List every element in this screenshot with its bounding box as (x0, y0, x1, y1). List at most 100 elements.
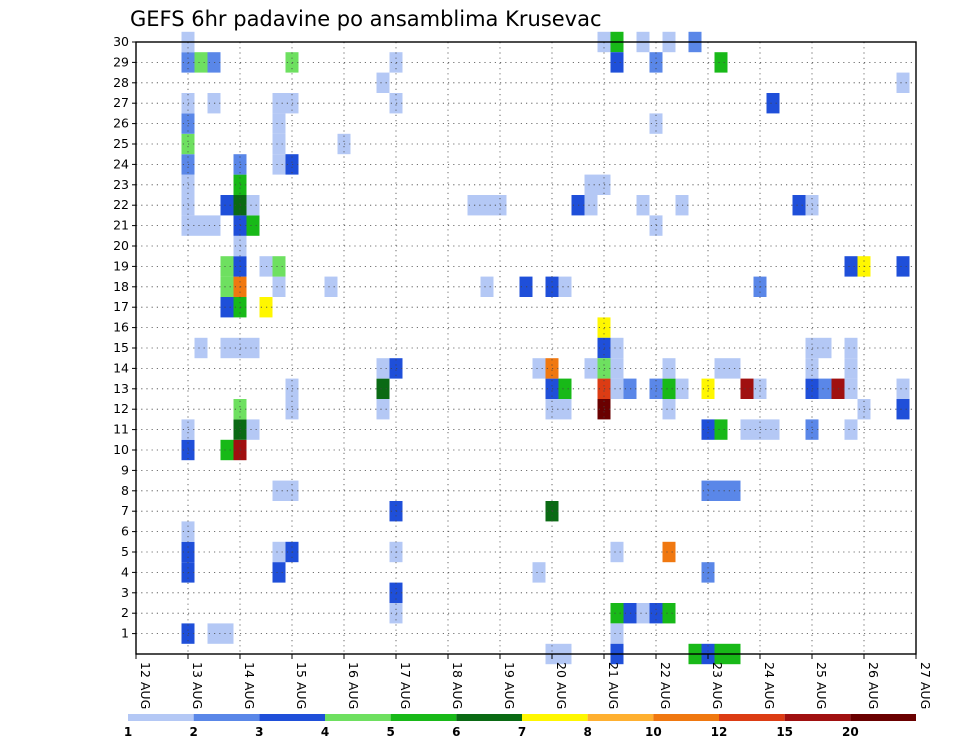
legend-swatch (128, 714, 194, 721)
x-tick-label: 19 AUG (502, 662, 517, 709)
x-tick-label: 14 AUG (242, 662, 257, 709)
heat-cell (818, 337, 832, 359)
heat-cell (792, 195, 806, 216)
y-tick-label: 27 (113, 95, 129, 110)
legend-swatch (653, 714, 719, 721)
heat-cell (610, 378, 624, 399)
legend-label: 8 (583, 725, 591, 739)
y-tick-label: 26 (113, 116, 129, 131)
y-tick-label: 11 (113, 422, 129, 437)
heat-cell (272, 562, 286, 583)
heat-cell (662, 541, 676, 563)
heat-cell (610, 358, 624, 379)
heat-cell (272, 133, 286, 155)
heat-cell (740, 419, 754, 440)
y-tick-label: 6 (121, 524, 129, 539)
legend-label: 12 (711, 725, 728, 739)
heat-cell (896, 378, 910, 399)
heat-cell (272, 154, 286, 175)
heat-cell (220, 623, 234, 644)
x-tick-label: 21 AUG (606, 662, 621, 709)
heat-cell (246, 215, 260, 236)
y-tick-label: 16 (113, 320, 129, 335)
x-tick-label: 13 AUG (190, 662, 205, 709)
heat-cell (844, 256, 858, 277)
x-tick-label: 24 AUG (762, 662, 777, 709)
y-tick-label: 2 (121, 605, 129, 620)
legend-swatch (719, 714, 785, 721)
legend-label: 2 (189, 725, 197, 739)
heat-cell (480, 276, 494, 297)
x-axis: 12 AUG 13 AUG 14 AUG 15 AUG 16 AUG 17 AUG 18 A… (135, 654, 933, 709)
heat-cell (610, 52, 624, 73)
heat-cell (194, 215, 208, 236)
legend-swatch (784, 714, 851, 721)
legend-label: 1 (124, 725, 132, 739)
heat-cell (740, 378, 754, 399)
heat-cell (480, 195, 494, 216)
x-tick-label: 23 AUG (710, 662, 725, 709)
heat-cell (532, 358, 546, 379)
cells-layer (181, 31, 910, 665)
heat-cell (610, 603, 624, 624)
heat-cell (220, 256, 234, 277)
y-tick-label: 21 (113, 218, 129, 233)
heat-cell (896, 399, 910, 420)
y-tick-label: 9 (121, 462, 129, 477)
heat-cell (662, 399, 676, 420)
y-tick-label: 24 (113, 156, 129, 171)
legend-label: 10 (645, 725, 662, 739)
heat-cell (844, 419, 858, 440)
heat-cell (844, 358, 858, 379)
heat-cell (714, 52, 728, 73)
heat-cell (272, 480, 286, 501)
y-tick-label: 25 (113, 136, 129, 151)
legend-label: 3 (255, 725, 263, 739)
legend-label: 15 (776, 725, 793, 739)
y-tick-label: 13 (113, 381, 129, 396)
y-tick-label: 8 (121, 483, 129, 498)
heat-cell (220, 439, 234, 461)
y-tick-label: 20 (113, 238, 129, 253)
y-tick-label: 15 (113, 340, 129, 355)
y-tick-label: 17 (113, 299, 129, 314)
color-legend: 1 2 3 4 5 6 7 8 10 12 15 20 (124, 714, 916, 739)
x-tick-label: 18 AUG (450, 662, 465, 709)
heat-cell (246, 195, 260, 216)
heat-cell (766, 93, 780, 114)
y-tick-label: 12 (113, 401, 129, 416)
heat-cell (376, 399, 390, 420)
heat-cell (220, 195, 234, 216)
x-tick-label: 20 AUG (554, 662, 569, 709)
heat-cell (194, 52, 208, 73)
y-tick-label: 4 (121, 564, 129, 579)
legend-swatch (390, 714, 457, 721)
heat-cell (376, 72, 390, 93)
y-tick-label: 30 (113, 34, 129, 49)
heat-cell (272, 541, 286, 563)
heat-cell (610, 541, 624, 563)
y-axis: 1234567891011121314151617181920212223242… (113, 34, 136, 641)
heat-cell (324, 276, 338, 297)
y-tick-label: 29 (113, 54, 129, 69)
heat-cell (610, 623, 624, 644)
y-tick-label: 19 (113, 258, 129, 273)
y-tick-label: 3 (121, 585, 129, 600)
heat-cell (220, 297, 234, 318)
y-tick-label: 22 (113, 197, 129, 212)
y-tick-label: 28 (113, 75, 129, 90)
x-tick-label: 26 AUG (866, 662, 881, 709)
heat-cell (610, 337, 624, 359)
heat-cell (636, 603, 650, 624)
y-tick-label: 5 (121, 544, 129, 559)
heat-cell (844, 378, 858, 399)
y-tick-label: 1 (121, 626, 129, 641)
heat-cell (272, 113, 286, 134)
legend-label: 4 (321, 725, 329, 739)
heat-cell (636, 195, 650, 216)
heat-cell (246, 419, 260, 440)
legend-label: 5 (386, 725, 394, 739)
heat-cell (896, 256, 910, 277)
heat-cell (272, 256, 286, 277)
